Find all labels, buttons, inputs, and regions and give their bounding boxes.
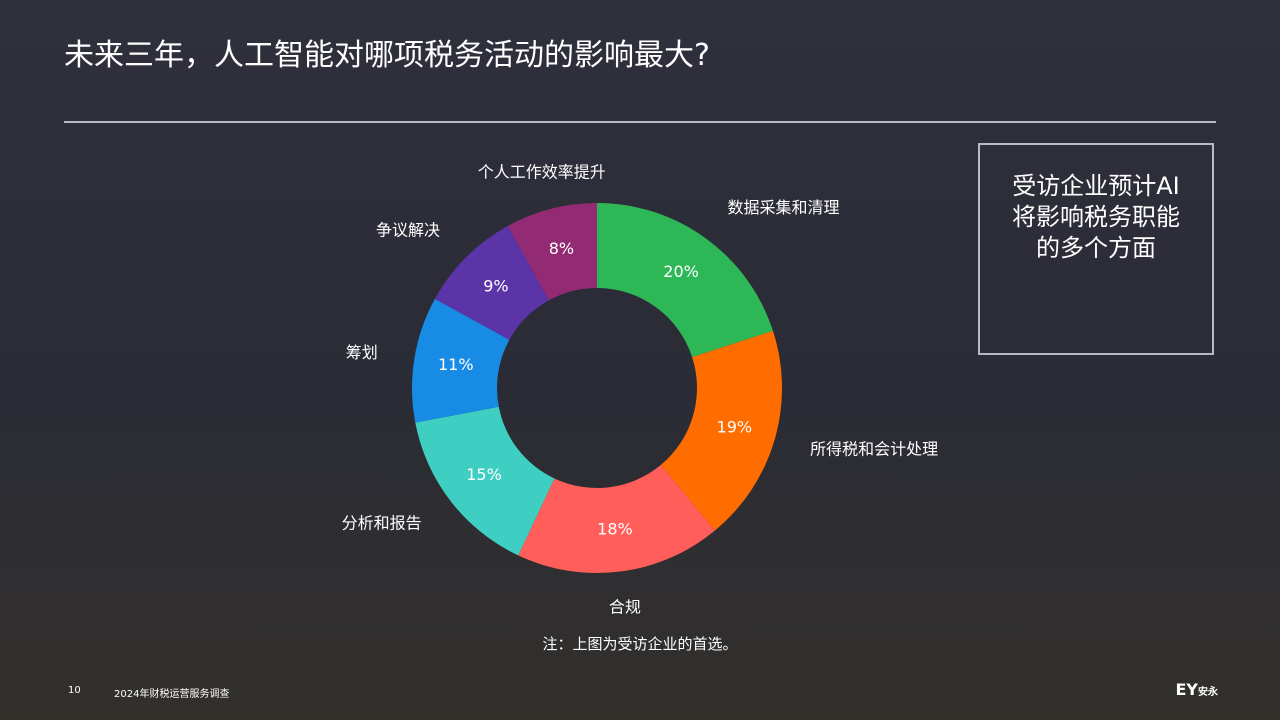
value-label: 9% [483, 276, 508, 295]
donut-segment [518, 465, 715, 573]
logo-cn: 安永 [1198, 687, 1218, 698]
category-label: 分析和报告 [342, 514, 422, 533]
callout: 受访企业预计AI 将影响税务职能 的多个方面 [978, 143, 1214, 355]
donut-segment [434, 225, 549, 340]
category-label: 数据采集和清理 [727, 198, 839, 217]
donut-segment [415, 406, 555, 556]
category-label: 个人工作效率提升 [478, 162, 606, 181]
callout-line: 受访企业预计AI [1012, 172, 1180, 200]
logo-mark: EY [1175, 680, 1198, 699]
donut-segment [597, 203, 773, 358]
callout-line: 的多个方面 [1036, 234, 1156, 262]
footer-text: 2024年财税运营服务调查 [114, 689, 230, 700]
title: 未来三年，人工智能对哪项税务活动的影响最大? [64, 38, 710, 73]
category-label: 争议解决 [376, 221, 440, 240]
divider [64, 121, 1216, 123]
value-label: 11% [438, 355, 474, 374]
donut-segment [411, 298, 510, 423]
value-label: 20% [663, 262, 699, 281]
callout-line: 将影响税务职能 [1012, 203, 1180, 231]
value-label: 8% [549, 239, 574, 258]
donut-segment [507, 203, 597, 301]
value-label: 19% [717, 417, 753, 436]
category-label: 筹划 [346, 343, 378, 362]
value-label: 18% [597, 519, 633, 538]
page-number: 10 [68, 685, 81, 696]
value-label: 15% [466, 465, 502, 484]
category-label: 合规 [609, 598, 641, 617]
logo: EY安永 [1175, 680, 1218, 699]
note: 注：上图为受访企业的首选。 [542, 635, 738, 653]
category-label: 所得税和会计处理 [810, 439, 938, 458]
donut-segment [660, 330, 782, 531]
